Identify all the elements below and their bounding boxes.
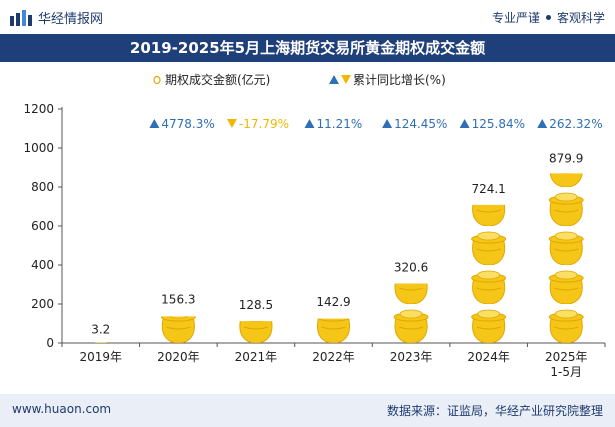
x-tick-label: 2019年: [80, 350, 123, 364]
y-tick-label: 800: [31, 180, 54, 194]
footer-source: 数据来源：证监局，华经产业研究院整理: [386, 404, 603, 418]
y-tick-label: 0: [46, 336, 54, 350]
gold-pot-icon: [394, 283, 428, 305]
gold-pot-icon: [94, 342, 107, 343]
value-label: 320.6: [394, 260, 428, 274]
gold-pot-icon: [471, 270, 507, 304]
x-tick-label: 2020年: [157, 350, 200, 364]
value-label: 724.1: [471, 182, 505, 196]
growth-label: 124.45%: [394, 117, 447, 131]
top-bar: 华经情报网 专业严谨 客观科学: [0, 0, 615, 34]
y-tick-label: 400: [31, 258, 54, 272]
gold-pot-icon: [393, 309, 429, 343]
tagline-left: 专业严谨: [491, 11, 540, 25]
y-tick-label: 200: [31, 297, 54, 311]
y-tick-label: 1000: [23, 141, 54, 155]
x-tick-label: 2023年: [390, 350, 433, 364]
footer: www.huaon.com 数据来源：证监局，华经产业研究院整理: [0, 394, 615, 427]
growth-down-triangle-icon: [226, 119, 237, 128]
y-tick-label: 600: [31, 219, 54, 233]
growth-label: 262.32%: [549, 117, 602, 131]
value-label: 156.3: [161, 293, 195, 307]
footer-url: www.huaon.com: [12, 402, 112, 416]
growth-label: 4778.3%: [161, 117, 214, 131]
growth-up-triangle-icon: [537, 119, 548, 128]
growth-up-triangle-icon: [459, 119, 470, 128]
brand-name: 华经情报网: [38, 12, 104, 27]
x-tick-label: 2022年: [312, 350, 355, 364]
value-label: 879.9: [549, 151, 583, 165]
growth-up-triangle-icon: [149, 119, 160, 128]
growth-up-triangle-icon: [382, 119, 393, 128]
pictograph-chart: 0 200 400 600 800 1000 1200 2019年 2020年 2021年 2022…: [23, 72, 606, 379]
brand: 华经情报网: [10, 8, 103, 27]
tagline-right: 客观科学: [556, 11, 605, 25]
legend-down-triangle-icon: [341, 75, 351, 84]
value-label: 142.9: [316, 295, 350, 309]
growth-label: -17.79%: [239, 117, 289, 131]
value-label: 128.5: [239, 298, 273, 312]
x-tick-label: 2025年: [545, 350, 588, 364]
gold-pot-icon: [317, 318, 350, 343]
growth-label: 125.84%: [472, 117, 525, 131]
gold-pot-icon: [160, 316, 196, 343]
gold-pot-icon: [549, 173, 583, 187]
gold-pot-icon: [548, 231, 584, 265]
legend-up-triangle-icon: [329, 75, 339, 84]
growth-label: 11.21%: [317, 117, 363, 131]
growth-up-triangle-icon: [304, 119, 315, 128]
value-label: 3.2: [91, 322, 110, 336]
tagline: 专业严谨 客观科学: [492, 9, 605, 26]
gold-pot-icon: [239, 321, 273, 343]
gold-pot-icon: [472, 204, 506, 226]
brand-logo-icon: [10, 9, 32, 26]
gold-pot-icon: [548, 192, 584, 226]
x-tick-label: 1-5月: [550, 365, 582, 379]
legend-pot-icon: [153, 75, 161, 85]
gold-pot-icon: [548, 270, 584, 304]
gold-pot-icon: [471, 231, 507, 265]
x-tick-label: 2021年: [235, 350, 278, 364]
chart-title: 2019-2025年5月上海期货交易所黄金期权成交金额: [0, 34, 615, 62]
gold-pot-icon: [548, 309, 584, 343]
y-tick-label: 1200: [23, 102, 54, 116]
x-tick-label: 2024年: [467, 350, 510, 364]
legend-label-growth: 累计同比增长(%): [353, 73, 446, 87]
gold-pot-icon: [471, 309, 507, 343]
legend-label-amount: 期权成交金额(亿元): [165, 72, 270, 87]
tagline-dot-icon: [545, 15, 551, 20]
